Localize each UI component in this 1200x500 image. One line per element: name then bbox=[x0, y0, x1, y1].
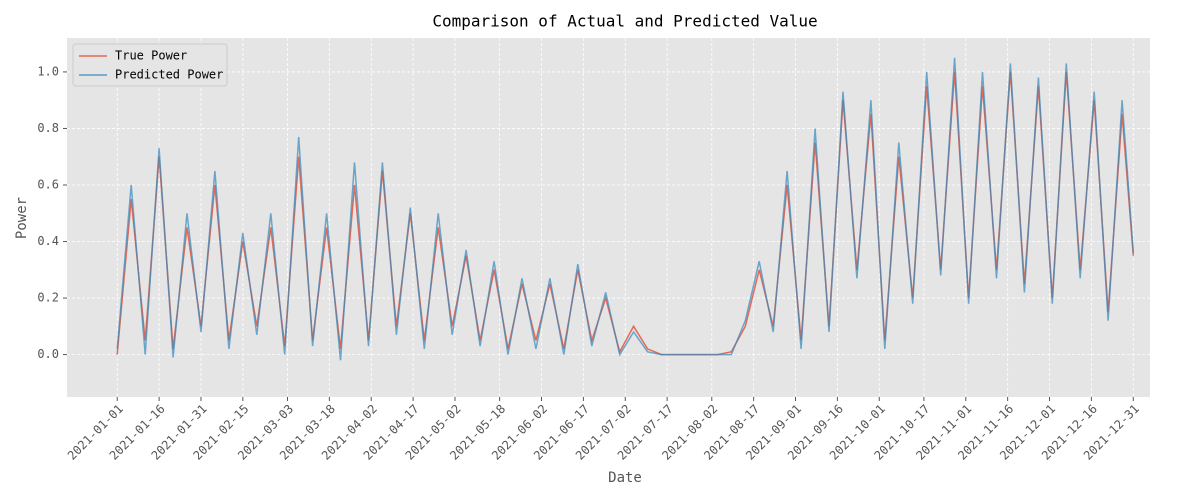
legend: True Power Predicted Power bbox=[72, 43, 228, 87]
y-tick-label: 1.0 bbox=[37, 64, 59, 78]
legend-box bbox=[72, 43, 228, 87]
legend-label: Predicted Power bbox=[115, 68, 223, 82]
y-tick-label: 0.0 bbox=[37, 347, 59, 361]
legend-label: True Power bbox=[115, 49, 187, 63]
x-axis-label: Date bbox=[608, 470, 642, 486]
y-tick-label: 0.6 bbox=[37, 177, 59, 191]
y-tick-label: 0.2 bbox=[37, 291, 59, 305]
y-tick-label: 0.4 bbox=[37, 234, 59, 248]
series-line bbox=[116, 57, 1135, 361]
chart-title: Comparison of Actual and Predicted Value bbox=[432, 12, 817, 31]
y-axis-label: Power bbox=[14, 197, 30, 239]
y-tick-label: 0.8 bbox=[37, 121, 59, 135]
plot-area bbox=[67, 38, 1150, 397]
